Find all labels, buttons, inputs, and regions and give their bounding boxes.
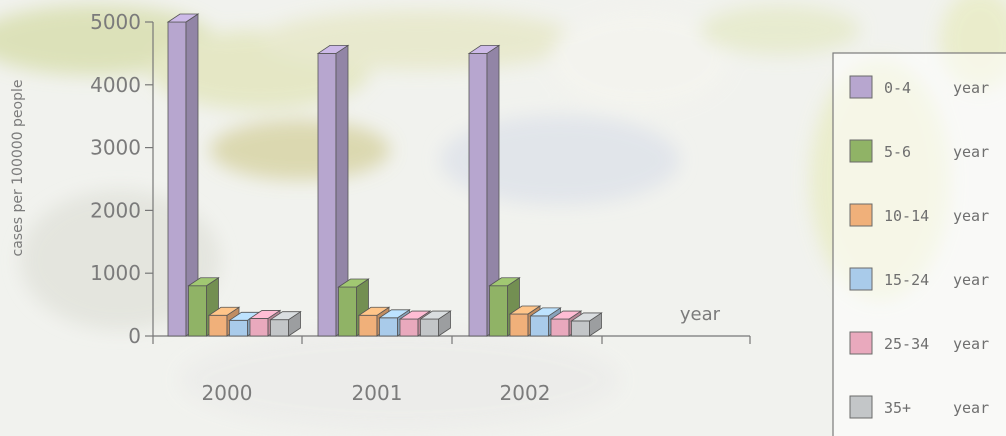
legend-unit: year: [953, 271, 989, 289]
legend-unit: year: [953, 207, 989, 225]
legend-swatch: [849, 139, 873, 163]
bar: [269, 310, 302, 337]
legend-unit: year: [953, 79, 989, 97]
legend-swatch: [849, 75, 873, 99]
y-tick-label: 4000: [90, 73, 141, 97]
bar: [316, 44, 350, 337]
legend-item: 35+ year: [849, 395, 989, 419]
legend-label: 5-6: [884, 143, 911, 161]
legend-label: 15-24: [884, 271, 929, 289]
legend-item: 25-34 year: [849, 331, 989, 355]
x-axis-label: year: [680, 304, 721, 325]
y-axis-label: cases per 100000 people: [10, 80, 26, 257]
legend-swatch: [849, 203, 873, 227]
legend-label: 25-34: [884, 335, 929, 353]
legend-unit: year: [953, 399, 989, 417]
x-tick-label: 2001: [352, 381, 403, 405]
legend-item: 5-6 year: [849, 139, 989, 163]
legend-item: 10-14 year: [849, 203, 989, 227]
bar: [166, 13, 200, 337]
axes: [145, 21, 751, 344]
legend-swatch: [849, 395, 873, 419]
legend-unit: year: [953, 335, 989, 353]
legend-swatch: [849, 267, 873, 291]
legend-item: 15-24 year: [849, 267, 989, 291]
x-tick-label: 2000: [202, 381, 253, 405]
legend-item: 0-4 year: [849, 75, 989, 99]
y-tick-label: 5000: [90, 10, 141, 34]
y-tick-label: 1000: [90, 261, 141, 285]
legend-label: 35+: [884, 399, 911, 417]
labels: 0 1000 2000 3000 4000 5000 cases per 100000 pe…: [10, 10, 721, 405]
bars: [166, 13, 603, 337]
bar: [570, 312, 603, 337]
legend-swatch: [849, 331, 873, 355]
legend-box: [832, 52, 1006, 436]
legend-unit: year: [953, 143, 989, 161]
bar: [467, 44, 501, 337]
legend: 0-4 year 5-6 year 10-14 year 15-24 year 25-34 yea…: [832, 52, 1006, 436]
y-tick-label: 3000: [90, 136, 141, 160]
legend-label: 0-4: [884, 79, 911, 97]
y-tick-label: 0: [128, 324, 141, 348]
x-tick-label: 2002: [500, 381, 551, 405]
bar: [419, 310, 452, 337]
legend-label: 10-14: [884, 207, 929, 225]
y-tick-label: 2000: [90, 198, 141, 222]
